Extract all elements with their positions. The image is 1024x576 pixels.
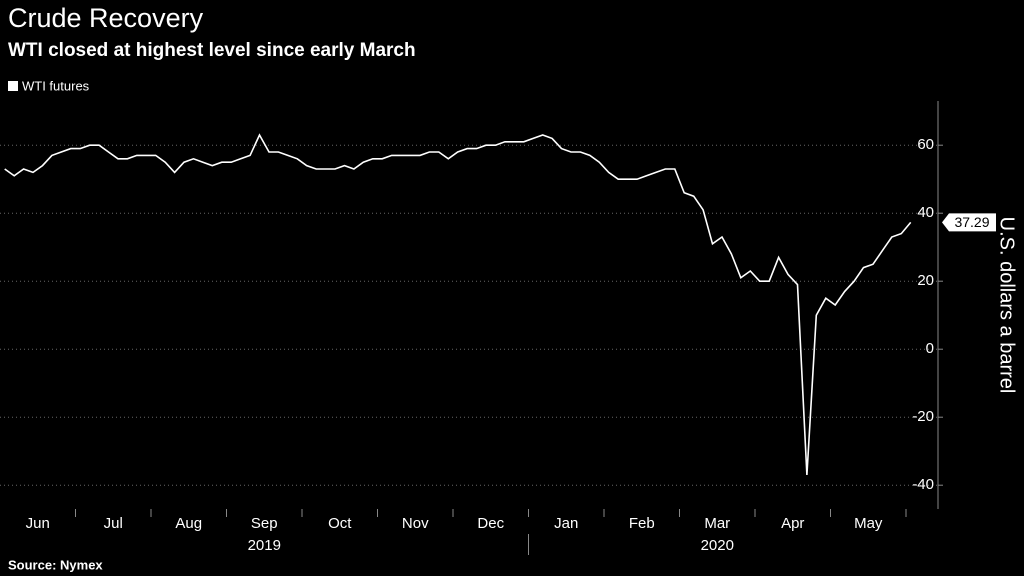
x-tick-label: Jun bbox=[26, 515, 50, 532]
source: Source: Nymex bbox=[8, 557, 103, 572]
x-tick-label: Oct bbox=[328, 515, 352, 532]
x-tick-label: Dec bbox=[477, 515, 504, 532]
x-tick-label: Sep bbox=[251, 515, 278, 532]
legend-label: WTI futures bbox=[22, 78, 90, 93]
x-tick-label: Feb bbox=[629, 515, 655, 532]
x-tick-label: Jan bbox=[554, 515, 578, 532]
x-tick-label: Nov bbox=[402, 515, 429, 532]
y-tick-label: -20 bbox=[912, 408, 934, 425]
chart-subtitle: WTI closed at highest level since early … bbox=[8, 40, 416, 61]
y-tick-label: 0 bbox=[926, 340, 934, 357]
legend-swatch bbox=[8, 81, 18, 91]
year-label: 2019 bbox=[248, 537, 281, 554]
x-tick-label: May bbox=[854, 515, 883, 532]
y-tick-label: -40 bbox=[912, 476, 934, 493]
x-tick-label: Jul bbox=[104, 515, 123, 532]
chart-title: Crude Recovery bbox=[8, 3, 204, 33]
y-tick-label: 40 bbox=[917, 204, 934, 221]
year-label: 2020 bbox=[701, 537, 734, 554]
last-value-callout bbox=[942, 213, 996, 232]
y-tick-label: 60 bbox=[917, 136, 934, 153]
x-tick-label: Mar bbox=[704, 515, 730, 532]
x-tick-label: Aug bbox=[175, 515, 202, 532]
x-tick-label: Apr bbox=[781, 515, 804, 532]
last-value-label: 37.29 bbox=[954, 214, 989, 230]
y-axis-label: U.S. dollars a barrel bbox=[996, 217, 1018, 394]
price-line bbox=[4, 133, 912, 476]
y-tick-label: 20 bbox=[917, 272, 934, 289]
